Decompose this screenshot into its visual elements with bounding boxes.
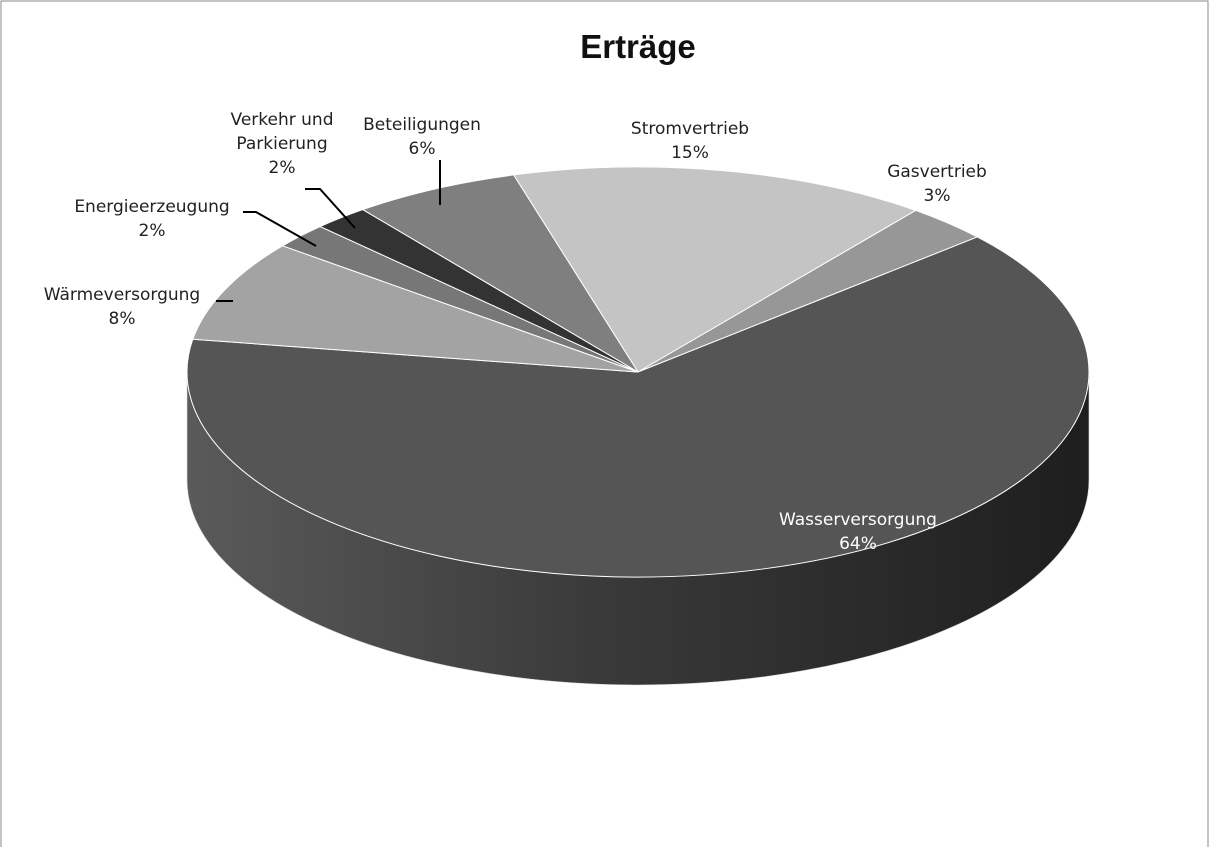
label-value: 2% xyxy=(138,221,166,241)
data-label: Wärmeversorgung 8% xyxy=(22,283,222,331)
chart-title: Erträge xyxy=(580,28,696,65)
label-name: Wärmeversorgung xyxy=(43,285,201,305)
label-value: 3% xyxy=(923,186,951,206)
slice xyxy=(192,245,639,373)
label-name: Stromvertrieb xyxy=(630,119,750,139)
data-label: Verkehr und Parkierung 2% xyxy=(220,108,345,180)
data-label: Energieerzeugung 2% xyxy=(52,195,252,243)
label-name: Gasvertrieb xyxy=(887,162,987,182)
slice xyxy=(361,174,639,373)
data-label: Gasvertrieb 3% xyxy=(857,160,1017,208)
label-value: 8% xyxy=(108,309,136,329)
label-value: 64% xyxy=(839,534,877,554)
label-name: Energieerzeugung xyxy=(74,197,230,217)
label-name: Wasserversorgung xyxy=(779,510,937,530)
leader-line xyxy=(243,211,317,247)
label-name: Verkehr und Parkierung xyxy=(230,110,334,154)
data-label: Stromvertrieb 15% xyxy=(590,117,790,165)
leader-line xyxy=(305,188,356,229)
label-name: Beteiligungen xyxy=(363,115,481,135)
data-label: Wasserversorgung 64% xyxy=(748,508,968,556)
label-value: 15% xyxy=(671,143,709,163)
label-value: 2% xyxy=(268,158,296,178)
slice xyxy=(186,236,1090,578)
label-value: 6% xyxy=(408,139,436,159)
slice xyxy=(512,166,917,373)
data-label: Beteiligungen 6% xyxy=(342,113,502,161)
